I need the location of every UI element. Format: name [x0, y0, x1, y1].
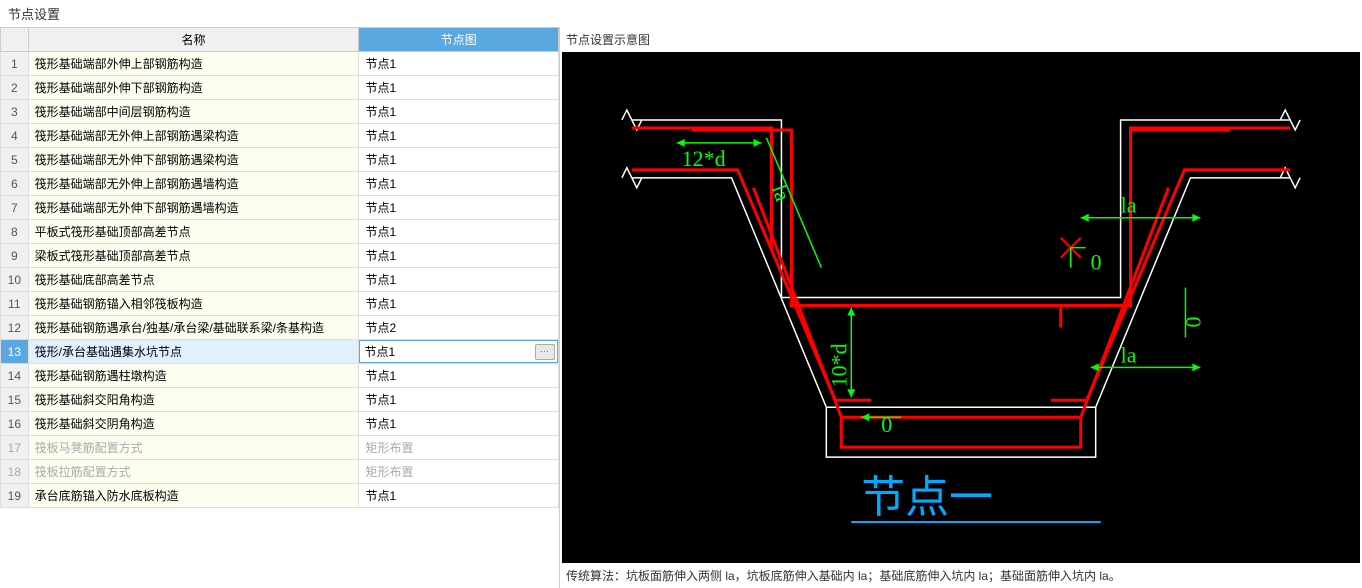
row-diagram-cell[interactable]: 节点1	[359, 172, 559, 196]
dim-zero-1: 0	[1091, 250, 1102, 275]
row-number[interactable]: 10	[1, 268, 29, 292]
cell-editor[interactable]: 节点1⋯	[359, 340, 558, 363]
node-table: 名称 节点图 1筏形基础端部外伸上部钢筋构造节点12筏形基础端部外伸下部钢筋构造…	[0, 27, 559, 508]
row-number[interactable]: 6	[1, 172, 29, 196]
row-name[interactable]: 筏形基础底部高差节点	[28, 268, 359, 292]
row-number[interactable]: 5	[1, 148, 29, 172]
row-number[interactable]: 18	[1, 460, 29, 484]
row-name[interactable]: 筏形基础斜交阳角构造	[28, 388, 359, 412]
col-header-name[interactable]: 名称	[28, 28, 359, 52]
row-number[interactable]: 2	[1, 76, 29, 100]
row-name[interactable]: 承台底筋锚入防水底板构造	[28, 484, 359, 508]
row-name[interactable]: 筏板马凳筋配置方式	[28, 436, 359, 460]
row-number[interactable]: 1	[1, 52, 29, 76]
row-diagram-cell[interactable]: 节点1	[359, 100, 559, 124]
row-number[interactable]: 9	[1, 244, 29, 268]
row-diagram-cell[interactable]: 节点1	[359, 484, 559, 508]
row-number[interactable]: 16	[1, 412, 29, 436]
row-diagram-cell[interactable]: 矩形布置	[359, 460, 559, 484]
diagram-canvas[interactable]: 12*dlalala10*d000节点一	[562, 52, 1360, 563]
row-diagram-cell[interactable]: 节点1	[359, 196, 559, 220]
row-number[interactable]: 14	[1, 364, 29, 388]
node-table-panel: 名称 节点图 1筏形基础端部外伸上部钢筋构造节点12筏形基础端部外伸下部钢筋构造…	[0, 27, 560, 588]
row-diagram-cell[interactable]: 节点1	[359, 244, 559, 268]
row-diagram-cell[interactable]: 节点1	[359, 124, 559, 148]
row-diagram-cell[interactable]: 节点1	[359, 148, 559, 172]
row-name[interactable]: 筏形基础端部中间层钢筋构造	[28, 100, 359, 124]
cell-editor-text: 节点1	[364, 343, 535, 360]
preview-label: 节点设置示意图	[560, 27, 1362, 52]
dim-zero-3: 0	[881, 412, 892, 437]
row-name[interactable]: 平板式筏形基础顶部高差节点	[28, 220, 359, 244]
cell-editor-ellipsis-button[interactable]: ⋯	[535, 344, 555, 360]
row-name[interactable]: 筏形/承台基础遇集水坑节点	[28, 340, 359, 364]
row-diagram-cell[interactable]: 节点1	[359, 388, 559, 412]
row-diagram-cell[interactable]: 节点1	[359, 364, 559, 388]
row-number[interactable]: 4	[1, 124, 29, 148]
dim-zero-2: 0	[1180, 316, 1205, 327]
dim-la-bottomright: la	[1121, 342, 1137, 367]
row-name[interactable]: 筏形基础斜交阴角构造	[28, 412, 359, 436]
row-diagram-cell[interactable]: 节点1	[359, 52, 559, 76]
row-name[interactable]: 筏板拉筋配置方式	[28, 460, 359, 484]
row-name[interactable]: 筏形基础端部外伸下部钢筋构造	[28, 76, 359, 100]
row-diagram-cell[interactable]: 节点1⋯	[359, 340, 559, 364]
diagram-caption: 传统算法：坑板面筋伸入两侧 la，坑板底筋伸入基础内 la；基础底筋伸入坑内 l…	[560, 563, 1362, 588]
row-diagram-cell[interactable]: 节点1	[359, 292, 559, 316]
row-diagram-cell[interactable]: 节点1	[359, 76, 559, 100]
row-diagram-cell[interactable]: 节点1	[359, 268, 559, 292]
col-header-diagram[interactable]: 节点图	[359, 28, 559, 52]
row-name[interactable]: 梁板式筏形基础顶部高差节点	[28, 244, 359, 268]
row-number[interactable]: 12	[1, 316, 29, 340]
row-number[interactable]: 13	[1, 340, 29, 364]
row-number[interactable]: 11	[1, 292, 29, 316]
row-diagram-cell[interactable]: 节点1	[359, 412, 559, 436]
row-diagram-cell[interactable]: 矩形布置	[359, 436, 559, 460]
row-name[interactable]: 筏形基础端部无外伸下部钢筋遇梁构造	[28, 148, 359, 172]
row-number[interactable]: 8	[1, 220, 29, 244]
row-name[interactable]: 筏形基础钢筋遇柱墩构造	[28, 364, 359, 388]
dim-10d: 10*d	[826, 343, 851, 387]
row-diagram-cell[interactable]: 节点2	[359, 316, 559, 340]
preview-panel: 节点设置示意图 12*dlalala10*d000节点一 传统算法：坑板面筋伸入…	[560, 27, 1362, 588]
row-number[interactable]: 15	[1, 388, 29, 412]
row-number[interactable]: 19	[1, 484, 29, 508]
page-title: 节点设置	[0, 0, 1362, 27]
col-header-index	[1, 28, 29, 52]
row-name[interactable]: 筏形基础端部无外伸上部钢筋遇梁构造	[28, 124, 359, 148]
row-number[interactable]: 17	[1, 436, 29, 460]
row-diagram-cell[interactable]: 节点1	[359, 220, 559, 244]
row-name[interactable]: 筏形基础钢筋遇承台/独基/承台梁/基础联系梁/条基构造	[28, 316, 359, 340]
row-name[interactable]: 筏形基础端部无外伸下部钢筋遇墙构造	[28, 196, 359, 220]
diagram-title: 节点一	[861, 474, 993, 522]
dim-12d: 12*d	[682, 146, 726, 171]
row-name[interactable]: 筏形基础钢筋锚入相邻筏板构造	[28, 292, 359, 316]
row-name[interactable]: 筏形基础端部无外伸上部钢筋遇墙构造	[28, 172, 359, 196]
row-number[interactable]: 3	[1, 100, 29, 124]
row-name[interactable]: 筏形基础端部外伸上部钢筋构造	[28, 52, 359, 76]
dim-la-topright: la	[1121, 193, 1137, 218]
row-number[interactable]: 7	[1, 196, 29, 220]
